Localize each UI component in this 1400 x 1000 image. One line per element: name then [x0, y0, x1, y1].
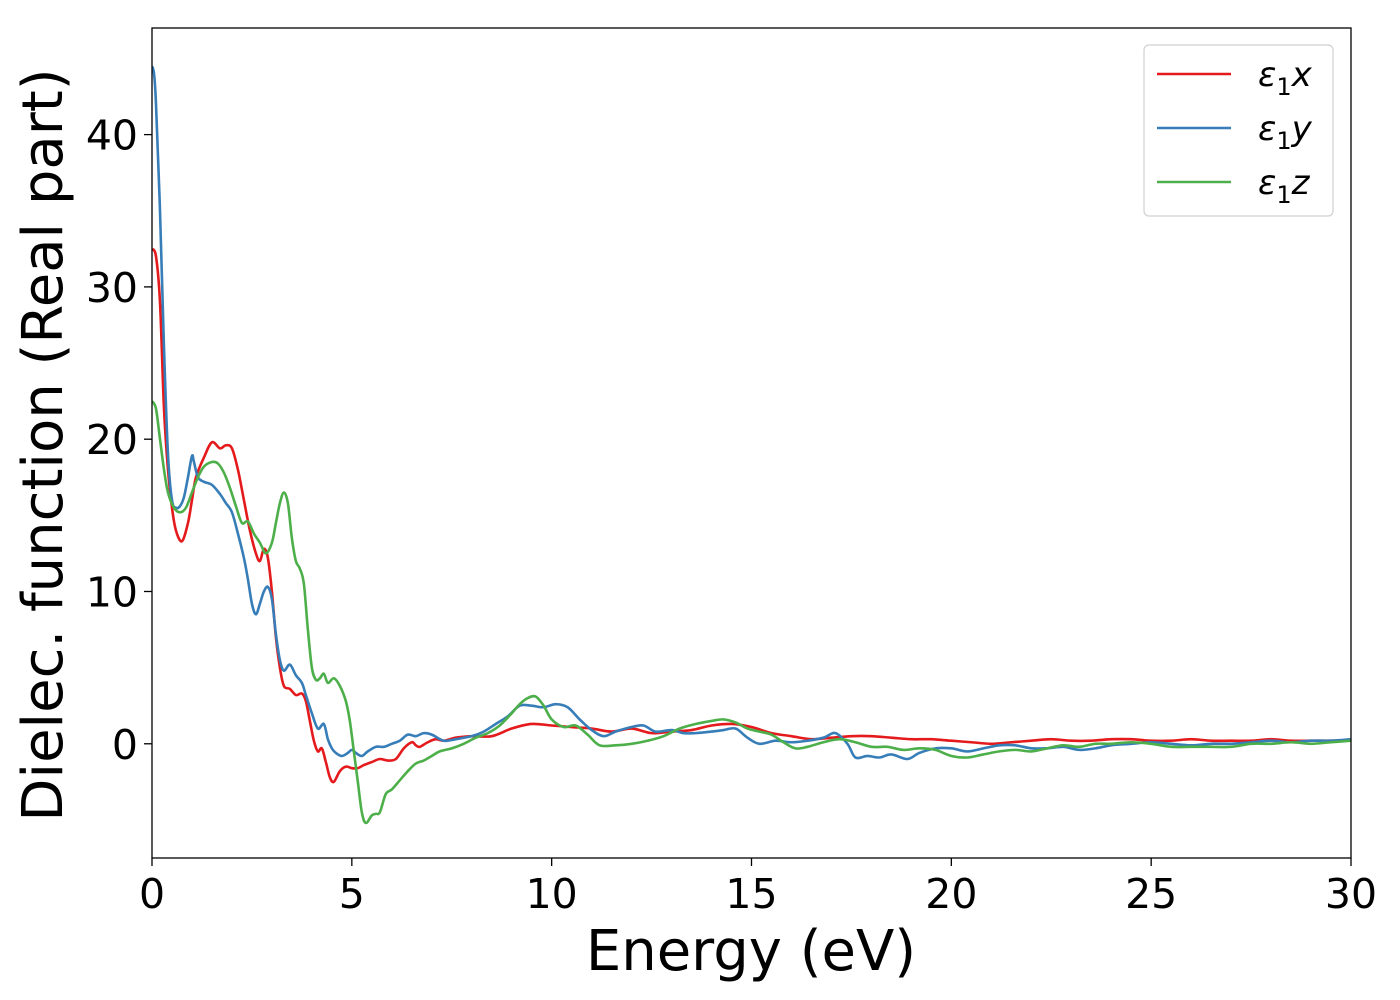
y-tick-label: 0: [112, 721, 138, 769]
x-tick-label: 15: [725, 870, 777, 918]
legend-box: [1143, 44, 1334, 217]
series-line-x: [152, 247, 1351, 784]
legend-label-z: ε1z: [1258, 163, 1311, 209]
x-axis: 0 5 10 15 20 25 30: [139, 858, 1377, 918]
series-line-y: [152, 65, 1351, 761]
x-tick-label: 25: [1125, 870, 1177, 918]
series-line-z: [152, 400, 1351, 825]
x-tick-label: 0: [139, 870, 165, 918]
y-tick-label: 30: [86, 264, 138, 312]
x-axis-title: Energy (eV): [586, 919, 916, 984]
legend-label-x: ε1x: [1258, 55, 1313, 101]
x-tick-label: 5: [339, 870, 365, 918]
y-tick-label: 40: [86, 112, 138, 160]
y-tick-label: 10: [86, 568, 138, 616]
y-tick-label: 20: [86, 416, 138, 464]
y-axis-title: Dielec. function (Real part): [11, 68, 76, 821]
x-tick-label: 20: [925, 870, 977, 918]
y-axis: 0 10 20 30 40: [86, 112, 152, 769]
x-tick-label: 30: [1325, 870, 1377, 918]
legend: ε1x ε1y ε1z: [1143, 44, 1334, 217]
series-layer: [152, 65, 1351, 825]
legend-label-y: ε1y: [1258, 109, 1313, 155]
x-tick-label: 10: [526, 870, 578, 918]
